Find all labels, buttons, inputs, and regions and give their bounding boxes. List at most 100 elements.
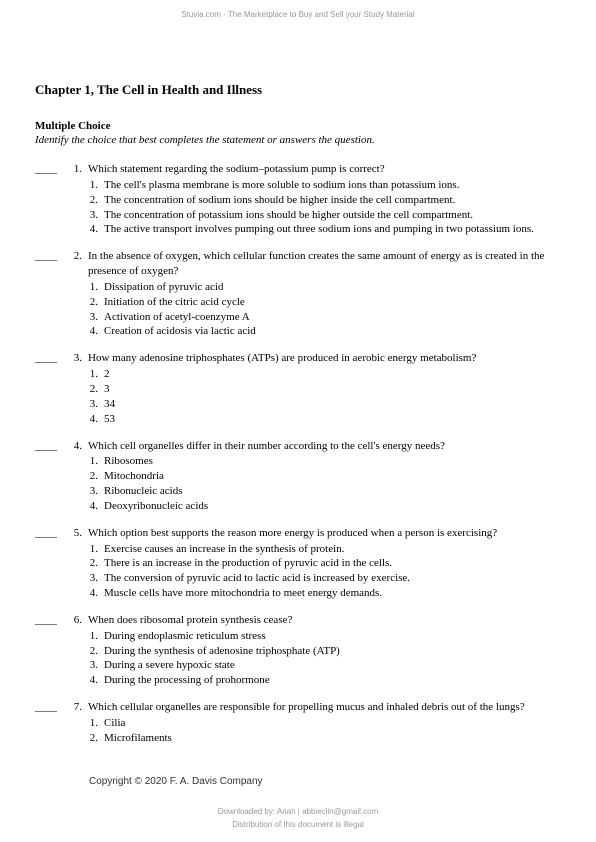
question-block: ____5.Which option best supports the rea… (35, 526, 561, 601)
choice-row: 1.2 (88, 367, 561, 382)
choice-number: 2. (88, 556, 104, 571)
question-body: How many adenosine triphosphates (ATPs) … (88, 351, 561, 426)
choice-number: 1. (88, 454, 104, 469)
choice-number: 2. (88, 469, 104, 484)
choice-text: The active transport involves pumping ou… (104, 222, 561, 237)
question-number: 4. (70, 439, 88, 514)
choice-text: The concentration of potassium ions shou… (104, 208, 561, 223)
question-number: 1. (70, 162, 88, 237)
choice-row: 2.During the synthesis of adenosine trip… (88, 644, 561, 659)
choice-text: Exercise causes an increase in the synth… (104, 542, 561, 557)
choice-number: 4. (88, 222, 104, 237)
choice-text: Microfilaments (104, 731, 561, 746)
choice-number: 1. (88, 178, 104, 193)
question-block: ____3.How many adenosine triphosphates (… (35, 351, 561, 426)
header-watermark: Stuvia.com - The Marketplace to Buy and … (0, 0, 596, 19)
question-number: 2. (70, 249, 88, 339)
chapter-title: Chapter 1, The Cell in Health and Illnes… (35, 82, 561, 98)
answer-blank: ____ (35, 526, 70, 601)
choice-number: 1. (88, 367, 104, 382)
footer-line-legal: Distribution of this document is illegal (0, 819, 596, 832)
choice-row: 2.3 (88, 382, 561, 397)
choice-row: 3.The conversion of pyruvic acid to lact… (88, 571, 561, 586)
choice-number: 2. (88, 731, 104, 746)
choice-row: 3.Activation of acetyl-coenzyme A (88, 310, 561, 325)
choice-row: 2.Mitochondria (88, 469, 561, 484)
choice-row: 4.The active transport involves pumping … (88, 222, 561, 237)
section-instruction: Identify the choice that best completes … (35, 134, 561, 146)
choice-text: 53 (104, 412, 561, 427)
choice-number: 4. (88, 586, 104, 601)
choice-text: Dissipation of pyruvic acid (104, 280, 561, 295)
answer-blank: ____ (35, 162, 70, 237)
choice-row: 2.Initiation of the citric acid cycle (88, 295, 561, 310)
choice-number: 2. (88, 644, 104, 659)
question-block: ____2.In the absence of oxygen, which ce… (35, 249, 561, 339)
choice-text: During a severe hypoxic state (104, 658, 561, 673)
choice-row: 1.Cilia (88, 716, 561, 731)
question-stem: Which statement regarding the sodium–pot… (88, 162, 561, 177)
choice-text: 2 (104, 367, 561, 382)
choice-text: 3 (104, 382, 561, 397)
choice-text: 34 (104, 397, 561, 412)
question-block: ____6.When does ribosomal protein synthe… (35, 613, 561, 688)
answer-blank: ____ (35, 613, 70, 688)
choice-number: 2. (88, 295, 104, 310)
choice-row: 2.Microfilaments (88, 731, 561, 746)
choice-number: 3. (88, 310, 104, 325)
choice-number: 2. (88, 193, 104, 208)
choice-number: 1. (88, 542, 104, 557)
answer-blank: ____ (35, 249, 70, 339)
question-number: 6. (70, 613, 88, 688)
question-body: When does ribosomal protein synthesis ce… (88, 613, 561, 688)
choice-number: 3. (88, 397, 104, 412)
choice-row: 3.During a severe hypoxic state (88, 658, 561, 673)
choice-row: 1.Dissipation of pyruvic acid (88, 280, 561, 295)
choice-number: 3. (88, 484, 104, 499)
choice-row: 2.The concentration of sodium ions shoul… (88, 193, 561, 208)
question-stem: How many adenosine triphosphates (ATPs) … (88, 351, 561, 366)
page-content: Chapter 1, The Cell in Health and Illnes… (0, 19, 596, 787)
choice-text: Ribosomes (104, 454, 561, 469)
question-stem: Which option best supports the reason mo… (88, 526, 561, 541)
question-body: Which cell organelles differ in their nu… (88, 439, 561, 514)
choice-text: There is an increase in the production o… (104, 556, 561, 571)
choice-text: Cilia (104, 716, 561, 731)
answer-blank: ____ (35, 700, 70, 746)
question-stem: In the absence of oxygen, which cellular… (88, 249, 561, 279)
choice-number: 1. (88, 629, 104, 644)
answer-blank: ____ (35, 439, 70, 514)
choice-text: Ribonucleic acids (104, 484, 561, 499)
choice-row: 1.Ribosomes (88, 454, 561, 469)
choice-row: 2.There is an increase in the production… (88, 556, 561, 571)
choice-row: 1.Exercise causes an increase in the syn… (88, 542, 561, 557)
question-stem: Which cell organelles differ in their nu… (88, 439, 561, 454)
question-block: ____7.Which cellular organelles are resp… (35, 700, 561, 746)
choice-row: 1.The cell's plasma membrane is more sol… (88, 178, 561, 193)
choice-text: The concentration of sodium ions should … (104, 193, 561, 208)
choice-number: 4. (88, 324, 104, 339)
choice-row: 4.Deoxyribonucleic acids (88, 499, 561, 514)
question-stem: Which cellular organelles are responsibl… (88, 700, 561, 715)
choice-text: The cell's plasma membrane is more solub… (104, 178, 561, 193)
choice-number: 4. (88, 673, 104, 688)
choice-number: 3. (88, 571, 104, 586)
choice-text: Muscle cells have more mitochondria to m… (104, 586, 561, 601)
question-number: 5. (70, 526, 88, 601)
choice-row: 4.53 (88, 412, 561, 427)
question-block: ____4.Which cell organelles differ in th… (35, 439, 561, 514)
choice-number: 3. (88, 658, 104, 673)
choice-text: The conversion of pyruvic acid to lactic… (104, 571, 561, 586)
choice-row: 3.Ribonucleic acids (88, 484, 561, 499)
question-number: 3. (70, 351, 88, 426)
choice-number: 4. (88, 412, 104, 427)
choice-text: Deoxyribonucleic acids (104, 499, 561, 514)
question-body: In the absence of oxygen, which cellular… (88, 249, 561, 339)
choice-row: 3.34 (88, 397, 561, 412)
choice-row: 3.The concentration of potassium ions sh… (88, 208, 561, 223)
question-block: ____1.Which statement regarding the sodi… (35, 162, 561, 237)
copyright: Copyright © 2020 F. A. Davis Company (35, 776, 561, 787)
choice-number: 4. (88, 499, 104, 514)
choice-text: Mitochondria (104, 469, 561, 484)
choice-row: 4.Muscle cells have more mitochondria to… (88, 586, 561, 601)
